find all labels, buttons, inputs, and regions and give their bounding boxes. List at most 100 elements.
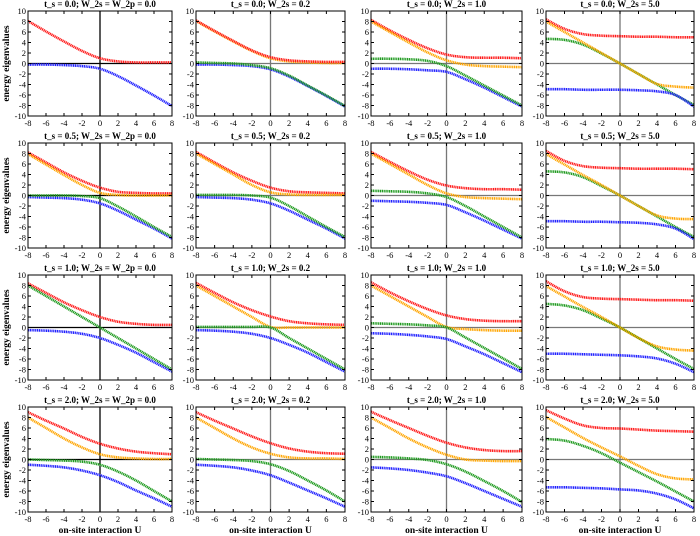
- x-tick-label: -2: [248, 382, 255, 392]
- y-tick-label: 6: [365, 291, 369, 301]
- y-tick-label: -6: [187, 486, 194, 496]
- y-tick-label: -4: [187, 212, 195, 222]
- y-tick-label: 8: [365, 149, 369, 159]
- y-tick-label: 2: [190, 48, 194, 58]
- y-tick-label: -4: [19, 344, 27, 354]
- y-tick-label: 8: [540, 149, 544, 159]
- y-tick-label: -10: [183, 243, 194, 253]
- y-tick-label: 4: [365, 434, 370, 444]
- y-tick-label: 4: [365, 38, 370, 48]
- x-tick-label: 4: [655, 118, 660, 128]
- y-tick-label: -2: [362, 333, 369, 343]
- y-tick-label: 0: [365, 59, 369, 69]
- y-tick-label: -8: [19, 365, 26, 375]
- y-tick-label: 0: [190, 455, 194, 465]
- y-tick-label: 8: [22, 149, 26, 159]
- y-tick-label: -2: [537, 465, 544, 475]
- x-tick-label: 2: [287, 250, 291, 260]
- y-tick-label: 6: [22, 423, 26, 433]
- subplot-title: t_s = 0.5; W_2s = 5.0: [580, 131, 660, 141]
- x-tick-label: 8: [692, 514, 696, 524]
- y-tick-label: -10: [533, 243, 544, 253]
- y-tick-label: 6: [22, 159, 26, 169]
- y-tick-label: -10: [183, 375, 194, 385]
- series-blue: [545, 352, 695, 374]
- x-tick-label: -6: [211, 382, 218, 392]
- y-tick-label: 8: [365, 17, 369, 27]
- series-orange: [545, 415, 695, 481]
- x-tick-label: 6: [673, 250, 677, 260]
- series-orange: [370, 416, 523, 463]
- series-red: [370, 150, 523, 192]
- x-tick-label: 0: [268, 382, 272, 392]
- subplot-title: t_s = 0.5; W_2s = 0.2: [231, 131, 311, 141]
- series-green: [370, 455, 523, 504]
- series-green: [545, 437, 695, 503]
- y-tick-label: 2: [22, 312, 26, 322]
- series-red: [545, 280, 695, 303]
- x-tick-label: -6: [42, 382, 49, 392]
- subplot-title: t_s = 2.0; W_2s = 5.0: [580, 395, 660, 405]
- x-tick-label: -4: [60, 250, 68, 260]
- y-tick-label: -6: [537, 486, 544, 496]
- y-tick-label: 6: [190, 159, 194, 169]
- y-tick-label: -8: [19, 233, 26, 243]
- x-tick-label: 0: [268, 514, 272, 524]
- x-tick-label: 0: [268, 250, 272, 260]
- x-tick-label: 8: [343, 118, 347, 128]
- x-tick-label: -8: [367, 118, 374, 128]
- subplot-title: t_s = 1.0; W_2s = 5.0: [580, 263, 660, 273]
- x-tick-label: -4: [405, 250, 413, 260]
- series-green: [545, 170, 695, 239]
- y-tick-label: -10: [533, 111, 544, 121]
- x-tick-label: -6: [561, 250, 568, 260]
- x-tick-label: -8: [367, 514, 374, 524]
- x-tick-label: 4: [306, 250, 311, 260]
- y-axis-label: energy eigenvalues: [2, 421, 12, 498]
- x-tick-label: 2: [116, 514, 120, 524]
- x-tick-label: 8: [170, 382, 174, 392]
- x-tick-label: -4: [230, 382, 238, 392]
- x-tick-label: -6: [561, 382, 568, 392]
- x-tick-label: -4: [579, 382, 587, 392]
- series-blue: [195, 63, 346, 108]
- x-tick-label: 0: [98, 514, 102, 524]
- y-tick-label: 10: [186, 270, 195, 280]
- subplot-title: t_s = 0.5; W_2s = W_2p = 0.0: [44, 131, 156, 141]
- y-tick-label: -8: [187, 497, 194, 507]
- y-tick-label: -4: [187, 344, 195, 354]
- x-tick-label: 8: [520, 382, 524, 392]
- y-tick-label: -10: [358, 375, 369, 385]
- x-tick-label: 8: [170, 250, 174, 260]
- y-tick-label: 0: [365, 191, 369, 201]
- series-blue: [27, 328, 173, 373]
- x-tick-label: 6: [324, 118, 328, 128]
- x-tick-label: 2: [636, 250, 640, 260]
- series-blue: [370, 199, 523, 240]
- x-tick-label: 6: [324, 514, 328, 524]
- series-blue: [370, 67, 523, 108]
- y-tick-label: -10: [15, 375, 26, 385]
- series-green: [195, 457, 346, 503]
- series-green: [27, 284, 173, 371]
- y-tick-label: -4: [187, 80, 195, 90]
- x-tick-label: -2: [248, 250, 255, 260]
- subplot-title: t_s = 1.0; W_2s = 0.2: [231, 263, 311, 273]
- y-tick-label: 2: [22, 48, 26, 58]
- x-tick-label: -6: [561, 118, 568, 128]
- x-tick-label: -2: [598, 514, 605, 524]
- y-tick-label: -10: [533, 375, 544, 385]
- x-tick-label: 2: [116, 382, 120, 392]
- subplot-title: t_s = 0.0; W_2s = 0.2: [231, 0, 311, 9]
- x-tick-label: 0: [98, 118, 102, 128]
- series-green: [196, 325, 346, 371]
- x-tick-label: 4: [482, 250, 487, 260]
- x-tick-label: 2: [287, 514, 291, 524]
- y-tick-label: 10: [18, 402, 27, 412]
- x-tick-label: 6: [673, 382, 677, 392]
